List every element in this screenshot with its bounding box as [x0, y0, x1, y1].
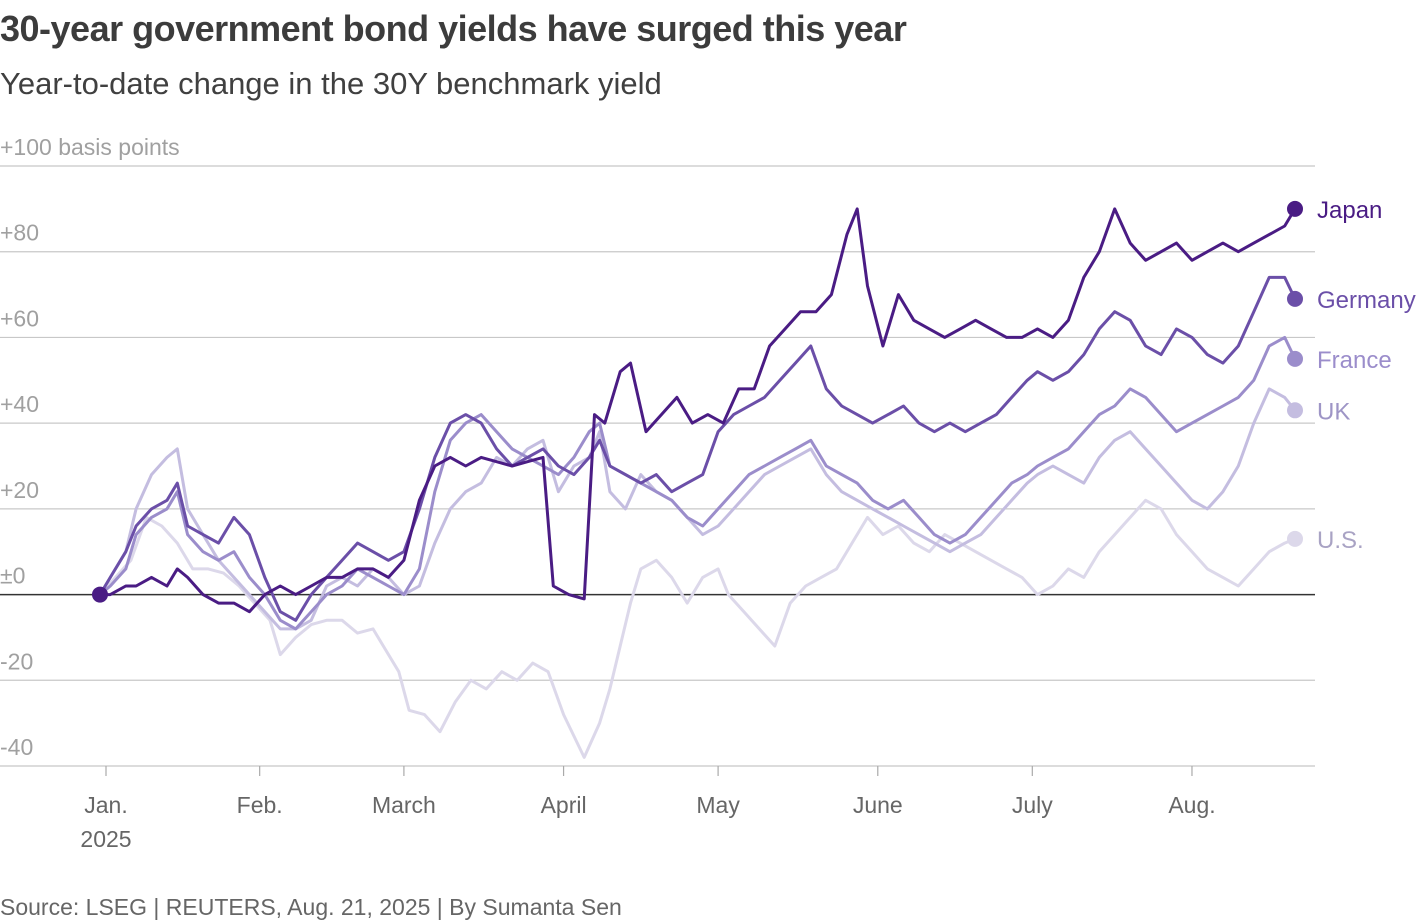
- series-line-us: [98, 498, 1296, 759]
- y-tick-label: -40: [0, 734, 33, 760]
- series-end-dot-germany: [1287, 290, 1303, 307]
- x-tick-label: March: [372, 792, 436, 818]
- series-label-france: France: [1317, 347, 1392, 374]
- x-tick-label: Jan.: [84, 792, 127, 818]
- series-label-us: U.S.: [1317, 527, 1364, 554]
- series-end-dot-japan: [1287, 200, 1303, 217]
- chart-title: 30-year government bond yields have surg…: [0, 8, 907, 49]
- series-label-japan: Japan: [1317, 197, 1382, 224]
- series-lines: [98, 207, 1297, 759]
- y-axis-ticks: +100 basis points +80 +60 +40 +20 ±0 -20 -40: [0, 134, 180, 760]
- gridlines: [0, 165, 1315, 767]
- y-tick-label: ±0: [0, 563, 25, 589]
- series-end-dot-uk: [1287, 402, 1303, 419]
- series-label-uk: UK: [1317, 398, 1350, 425]
- series-end-dot-us: [1287, 530, 1303, 547]
- chart-subtitle: Year-to-date change in the 30Y benchmark…: [0, 66, 662, 101]
- series-end-dot-france: [1287, 350, 1303, 367]
- x-tick-label: Aug.: [1168, 792, 1215, 818]
- series-start-dot: [92, 586, 108, 603]
- y-tick-label: +100 basis points: [0, 134, 180, 160]
- x-tick-label: June: [853, 792, 903, 818]
- series-label-germany: Germany: [1317, 287, 1416, 314]
- y-tick-label: +80: [0, 220, 39, 246]
- series-line-germany: [98, 275, 1297, 622]
- y-tick-label: -20: [0, 648, 33, 674]
- x-tick-label: Feb.: [237, 792, 283, 818]
- series-labels: U.S. UK France Germany Japan: [92, 197, 1416, 603]
- y-tick-label: +40: [0, 391, 39, 417]
- x-tick-label: April: [541, 792, 587, 818]
- y-tick-label: +20: [0, 477, 39, 503]
- series-line-france: [99, 335, 1297, 631]
- x-tick-label: May: [696, 792, 740, 818]
- x-tick-sublabel: 2025: [80, 826, 131, 852]
- x-tick-label: July: [1012, 792, 1053, 818]
- source-note: Source: LSEG | REUTERS, Aug. 21, 2025 | …: [0, 894, 622, 920]
- series-line-japan: [100, 207, 1297, 614]
- x-axis-ticks: Jan. 2025 Feb. March April May June July Aug.: [80, 766, 1216, 852]
- y-tick-label: +60: [0, 305, 39, 331]
